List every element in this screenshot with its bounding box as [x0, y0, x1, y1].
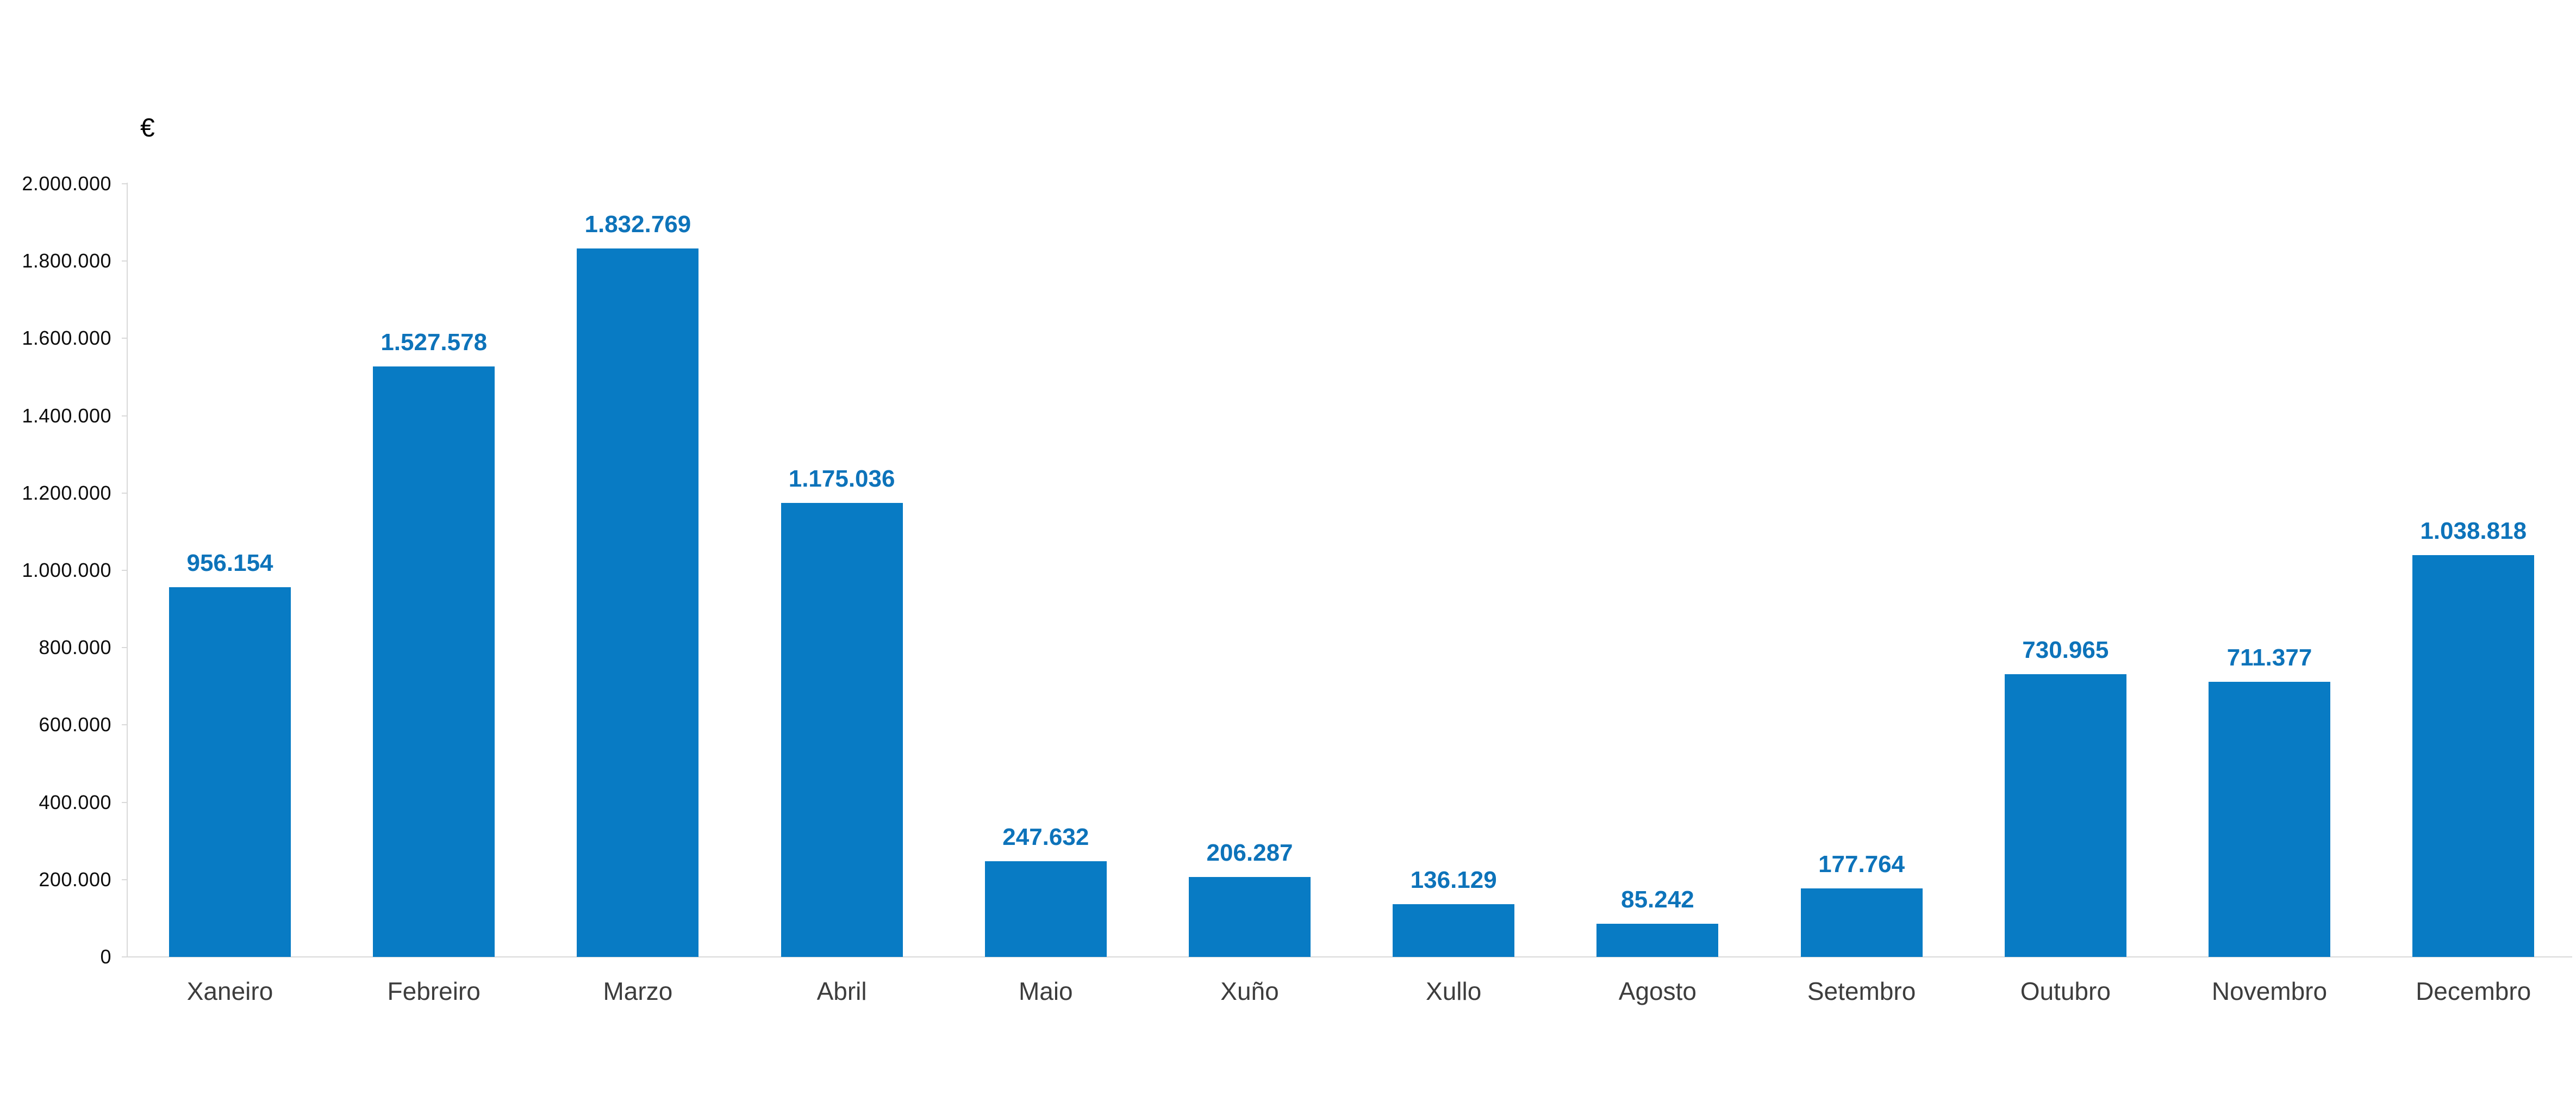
y-axis-tick	[122, 647, 128, 649]
bar-xuño	[1189, 877, 1311, 957]
y-axis-tick-label: 1.400.000	[22, 404, 111, 427]
y-axis-tick	[122, 260, 128, 262]
y-axis-tick	[122, 183, 128, 184]
bar-novembro	[2209, 682, 2330, 957]
y-axis-tick-label: 200.000	[39, 868, 111, 891]
x-axis-category-label: Agosto	[1618, 977, 1696, 1005]
x-axis-category-label: Xullo	[1426, 977, 1482, 1005]
y-axis-tick-label: 2.000.000	[22, 172, 111, 195]
x-axis-category-label: Xaneiro	[186, 977, 273, 1005]
bar-value-label: 177.764	[1818, 850, 1905, 878]
x-axis-category-label: Outubro	[2020, 977, 2111, 1005]
x-axis-category-label: Setembro	[1807, 977, 1916, 1005]
y-axis-unit-label: €	[140, 114, 155, 142]
bar-maio	[984, 861, 1107, 957]
y-axis-tick	[122, 724, 128, 726]
y-axis-tick-label: 600.000	[39, 713, 111, 736]
bar-febreiro	[373, 366, 495, 957]
x-axis-line	[122, 956, 2572, 957]
bar-outubro	[2004, 674, 2126, 957]
bar-value-label: 1.527.578	[381, 328, 488, 356]
bar-value-label: 247.632	[1002, 823, 1089, 850]
x-axis-category-label: Novembro	[2211, 977, 2328, 1005]
bar-value-label: 136.129	[1410, 867, 1497, 894]
bar-value-label: 956.154	[186, 550, 273, 577]
x-axis-category-label: Decembro	[2416, 977, 2531, 1005]
x-axis-category-label: Maio	[1018, 977, 1073, 1005]
y-axis-tick-label: 800.000	[39, 636, 111, 659]
x-axis-category-label: Xuño	[1220, 977, 1279, 1005]
x-axis-category-label: Abril	[816, 977, 867, 1005]
y-axis-tick	[122, 338, 128, 339]
bar-value-label: 1.038.818	[2420, 518, 2527, 545]
y-axis-tick-label: 1.200.000	[22, 481, 111, 504]
y-axis-tick-label: 1.800.000	[22, 250, 111, 272]
y-axis-tick	[122, 956, 128, 957]
x-axis-category-label: Febreiro	[387, 977, 481, 1005]
bar-abril	[781, 502, 903, 957]
bar-xaneiro	[169, 587, 291, 957]
bar-setembro	[1800, 888, 1923, 957]
y-axis-tick-label: 400.000	[39, 791, 111, 813]
bar-value-label: 1.175.036	[788, 465, 895, 492]
bar-agosto	[1596, 924, 1719, 957]
bar-value-label: 711.377	[2226, 644, 2312, 671]
y-axis-tick-label: 0	[100, 946, 111, 968]
bar-value-label: 730.965	[2022, 637, 2109, 664]
y-axis-tick	[122, 492, 128, 494]
y-axis-tick-label: 1.000.000	[22, 559, 111, 581]
bar-value-label: 85.242	[1621, 886, 1694, 913]
y-axis-tick	[122, 415, 128, 416]
y-axis-tick-label: 1.600.000	[22, 327, 111, 350]
bar-value-label: 1.832.769	[584, 210, 691, 238]
bar-value-label: 206.287	[1206, 839, 1293, 867]
bar-xullo	[1393, 904, 1515, 957]
y-axis-tick	[122, 801, 128, 803]
y-axis-tick	[122, 879, 128, 880]
x-axis-category-label: Marzo	[603, 977, 673, 1005]
y-axis-tick	[122, 570, 128, 571]
bar-decembro	[2412, 555, 2535, 957]
bar-marzo	[577, 248, 699, 957]
